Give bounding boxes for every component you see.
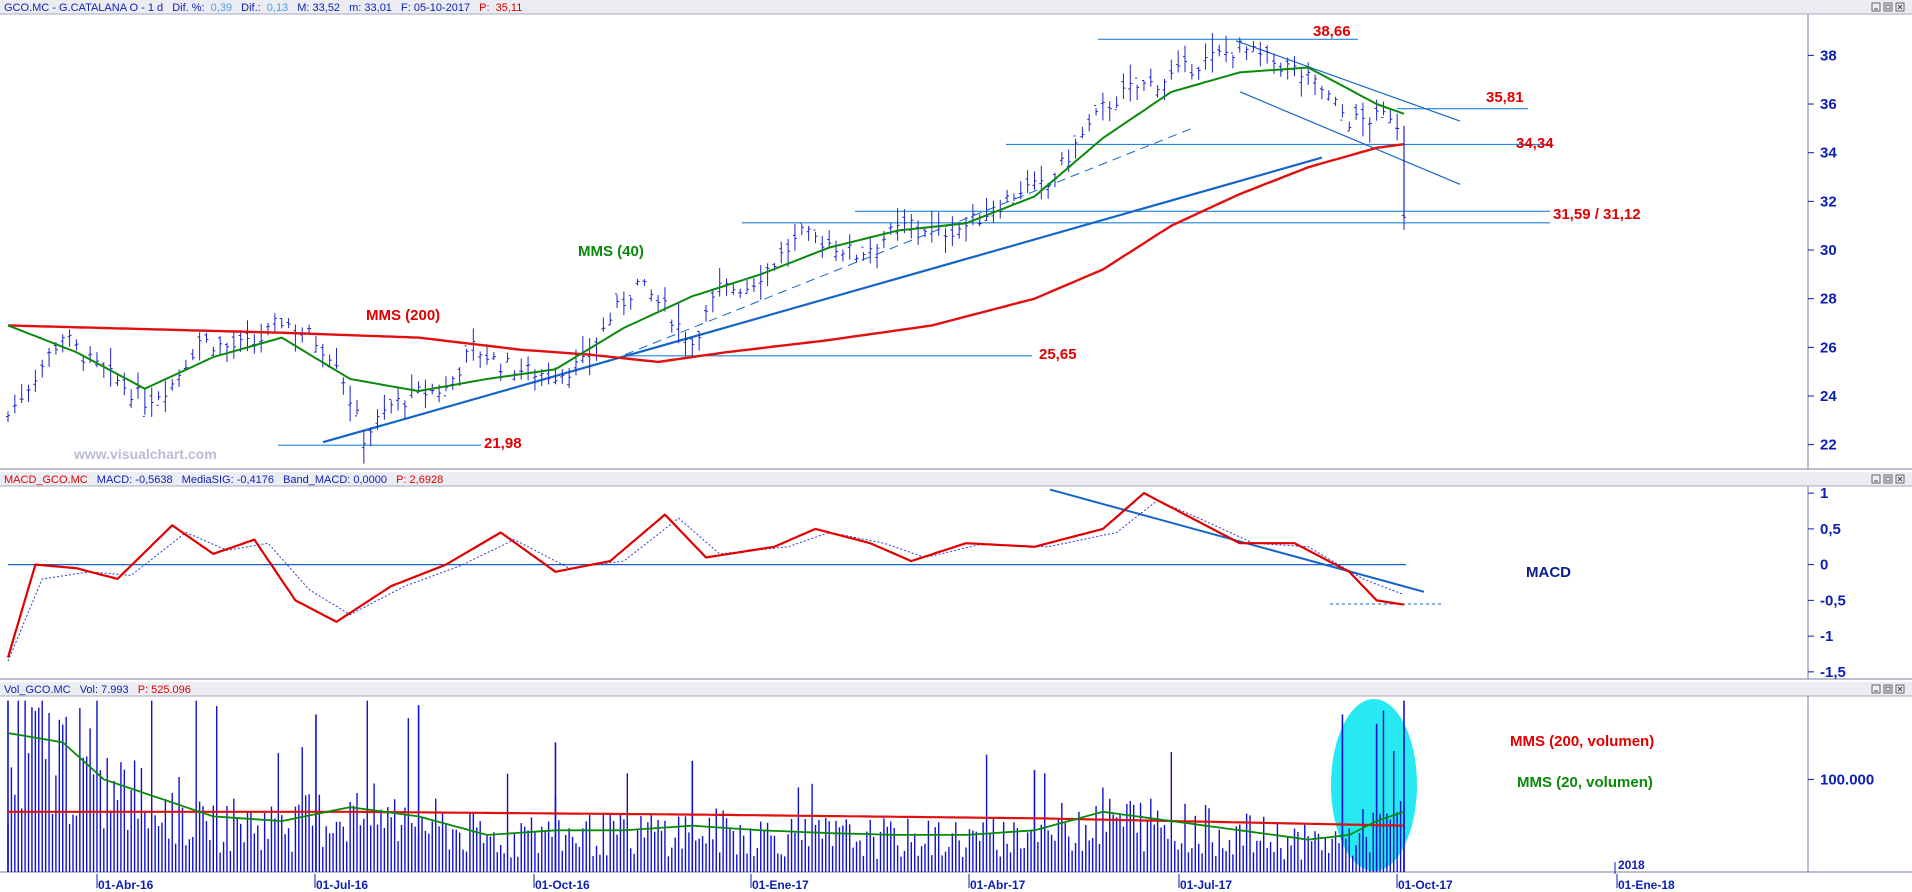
dashed-trend-line [624, 127, 1193, 356]
label-34-34: 34,34 [1516, 135, 1554, 152]
price-y-tick-label: 34 [1820, 145, 1837, 162]
label-25-65: 25,65 [1039, 346, 1077, 363]
price-header-price-label: P: [479, 2, 489, 14]
label-macd: MACD [1526, 564, 1571, 581]
macd-header: MACD_GCO.MC MACD: -0,5638 MediaSIG: -0,4… [4, 474, 443, 486]
label-mms40: MMS (40) [578, 243, 644, 260]
label-38-66: 38,66 [1313, 23, 1351, 40]
price-header-min: m: 33,01 [349, 2, 392, 14]
label-35-81: 35,81 [1486, 89, 1524, 106]
macd-y-tick-label: 0 [1820, 557, 1828, 574]
price-y-tick-label: 36 [1820, 96, 1837, 113]
macd-signal-line [7, 499, 1405, 662]
price-y-tick-label: 38 [1820, 47, 1837, 64]
date-tick-label: 01-Jul-17 [1180, 878, 1232, 892]
volume-header-price: P: 525.096 [138, 684, 191, 696]
label-vol-mms20: MMS (20, volumen) [1517, 774, 1653, 791]
price-header-dif-pct-label: Dif. %: [172, 2, 204, 14]
price-y-tick-label: 28 [1820, 291, 1837, 308]
macd-header-signal: MediaSIG: -0,4176 [182, 474, 274, 486]
uptrend-line [322, 156, 1323, 444]
volume-header-vol: Vol: 7.993 [80, 684, 129, 696]
price-y-tick-label: 24 [1820, 388, 1837, 405]
macd-y-tick-label: -1,5 [1820, 664, 1846, 681]
macd-y-tick-label: 1 [1820, 485, 1828, 502]
volume-window-controls [1871, 684, 1905, 694]
price-header-dif-label: Dif.: [241, 2, 261, 14]
channel-lower-line [1239, 91, 1461, 185]
date-tick-label: 01-Oct-17 [1398, 878, 1453, 892]
maximize-icon[interactable] [1883, 2, 1893, 12]
date-axis: 01-Abr-16 01-Jul-16 01-Oct-16 01-Ene-17 01-A… [96, 858, 1675, 892]
macd-header-macd: MACD: -0,5638 [97, 474, 173, 486]
close-icon[interactable] [1895, 684, 1905, 694]
date-tick-label: 01-Abr-17 [970, 878, 1026, 892]
minimize-icon[interactable] [1871, 2, 1881, 12]
price-header-dif-value: 0,13 [267, 2, 288, 14]
maximize-icon[interactable] [1883, 684, 1893, 694]
close-icon[interactable] [1895, 474, 1905, 484]
volume-panel: 100.000 [0, 682, 1912, 873]
volume-y-tick-label: 100.000 [1820, 771, 1874, 788]
volume-header: Vol_GCO.MC Vol: 7.993 P: 525.096 [4, 684, 191, 696]
macd-line [6, 492, 1405, 658]
price-header: GCO.MC - G.CATALANA O - 1 d Dif. %: 0,39… [4, 2, 522, 14]
minimize-icon[interactable] [1871, 474, 1881, 484]
macd-y-tick-label: 0,5 [1820, 521, 1841, 538]
price-window-controls [1871, 2, 1905, 12]
year-marker-label: 2018 [1618, 858, 1645, 872]
macd-header-price: P: 2,6928 [396, 474, 443, 486]
mms40-line [7, 66, 1405, 393]
label-vol-mms200: MMS (200, volumen) [1510, 733, 1654, 750]
price-header-max: M: 33,52 [297, 2, 340, 14]
price-panel: 22 24 26 28 30 32 34 36 38 [0, 0, 1912, 470]
close-icon[interactable] [1895, 2, 1905, 12]
label-21-98: 21,98 [484, 435, 522, 452]
price-y-tick-label: 22 [1820, 437, 1837, 454]
macd-y-tick-label: -0,5 [1820, 592, 1846, 609]
macd-panel: 1 0,5 0 -0,5 -1 -1,5 [0, 472, 1912, 681]
date-tick-label: 01-Oct-16 [535, 878, 590, 892]
label-31-59-31-12: 31,59 / 31,12 [1553, 206, 1641, 223]
price-header-symbol: GCO.MC - G.CATALANA O - 1 d [4, 2, 163, 14]
macd-y-tick-label: -1 [1820, 628, 1833, 645]
price-header-price-value: 35,11 [496, 2, 523, 14]
date-tick-label: 01-Ene-18 [1618, 878, 1675, 892]
price-header-date: F: 05-10-2017 [401, 2, 470, 14]
date-tick-label: 01-Ene-17 [752, 878, 809, 892]
date-tick-label: 01-Abr-16 [98, 878, 154, 892]
price-y-tick-label: 26 [1820, 339, 1837, 356]
price-y-tick-label: 32 [1820, 193, 1837, 210]
price-header-dif-pct-value: 0,39 [211, 2, 232, 14]
minimize-icon[interactable] [1871, 684, 1881, 694]
date-tick-label: 01-Jul-16 [316, 878, 368, 892]
volume-highlight-ellipse [1331, 699, 1417, 871]
price-y-tick-label: 30 [1820, 242, 1837, 259]
macd-window-controls [1871, 474, 1905, 484]
macd-header-band: Band_MACD: 0,0000 [283, 474, 387, 486]
macd-header-name: MACD_GCO.MC [4, 474, 88, 486]
maximize-icon[interactable] [1883, 474, 1893, 484]
volume-header-name: Vol_GCO.MC [4, 684, 71, 696]
label-mms200: MMS (200) [366, 307, 440, 324]
mms200-line [7, 143, 1405, 364]
volume-mms20-line [7, 732, 1405, 841]
channel-upper-line [1235, 40, 1461, 122]
watermark: www.visualchart.com [73, 446, 217, 462]
